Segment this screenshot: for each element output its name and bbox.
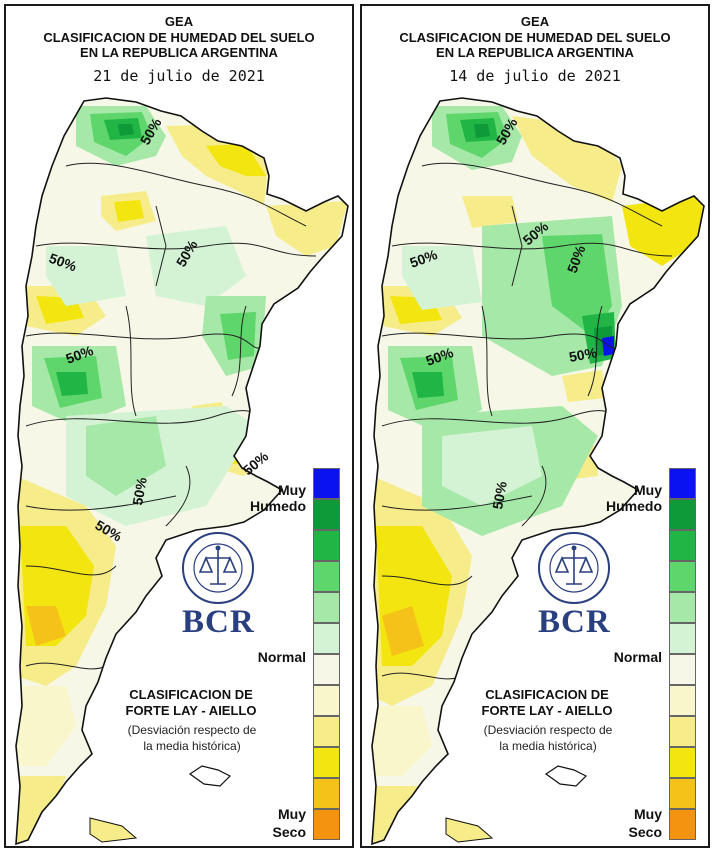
legend-color-scale [313,468,340,840]
legend-class-4 [669,592,696,623]
bcr-logo-text: BCR [538,604,611,640]
legend-class-6 [669,654,696,685]
argentina-soil-moisture-map: 50% 50% 50% 50% 50% 50% 50% [15,97,349,846]
map-panel-left: GEA CLASIFICACION DE HUMEDAD DEL SUELO E… [4,4,354,848]
map-date: 14 de julio de 2021 [449,67,621,85]
description-2: la media histórica) [499,739,597,753]
header-title: CLASIFICACION DE HUMEDAD DEL SUELO [43,30,315,45]
map-panel-right: GEA CLASIFICACION DE HUMEDAD DEL SUELO E… [360,4,710,848]
header-gea: GEA [520,14,550,29]
legend-class-9 [669,747,696,778]
classification-title-1: CLASIFICACION DE [129,687,253,702]
description-1: (Desviación respecto de [483,723,613,737]
bcr-seal-logo [538,532,610,604]
header-title: CLASIFICACION DE HUMEDAD DEL SUELO [399,30,671,45]
legend-class-1 [313,499,340,530]
classification-title-2: FORTE LAY - AIELLO [125,703,257,718]
legend-class-5 [313,623,340,654]
argentina-soil-moisture-map: 50% 50% 50% 50% 50% 50% 50% [371,97,705,846]
header-gea: GEA [164,14,194,29]
description-1: (Desviación respecto de [127,723,257,737]
legend-class-11 [313,809,340,840]
header-subtitle: EN LA REPUBLICA ARGENTINA [436,45,634,60]
legend-class-7 [669,685,696,716]
legend-class-8 [669,716,696,747]
legend-class-6 [313,654,340,685]
legend-class-10 [669,778,696,809]
bcr-logo-text: BCR [182,604,255,640]
legend-class-5 [669,623,696,654]
legend-label-muy-humedo-2: Humedo [250,498,306,514]
legend-label-muy-seco-1: Muy [634,806,662,822]
legend-label-muy-seco-1: Muy [278,806,306,822]
legend-label-muy-seco-2: Seco [272,824,306,840]
legend-class-4 [313,592,340,623]
classification-title-2: FORTE LAY - AIELLO [481,703,613,718]
legend-class-0 [669,468,696,499]
contour-label: 50% [568,344,599,365]
header-subtitle: EN LA REPUBLICA ARGENTINA [80,45,278,60]
description-2: la media histórica) [143,739,241,753]
legend-label-normal: Normal [613,649,662,665]
legend-label-muy-seco-2: Seco [628,824,662,840]
legend-class-3 [669,561,696,592]
legend-label-muy-humedo-2: Humedo [606,498,662,514]
legend-class-1 [669,499,696,530]
bcr-seal-logo [182,532,254,604]
legend-label-muy-humedo-1: Muy [278,482,306,498]
legend-class-0 [313,468,340,499]
legend-class-8 [313,716,340,747]
legend-class-11 [669,809,696,840]
legend-label-normal: Normal [257,649,306,665]
legend-class-7 [313,685,340,716]
legend-class-2 [313,530,340,561]
legend-class-9 [313,747,340,778]
contour-label: 50% [129,476,150,507]
legend-color-scale [669,468,696,840]
classification-title-1: CLASIFICACION DE [485,687,609,702]
legend-class-2 [669,530,696,561]
legend-label-muy-humedo-1: Muy [634,482,662,498]
map-date: 21 de julio de 2021 [93,67,265,85]
legend-class-10 [313,778,340,809]
legend-class-3 [313,561,340,592]
contour-label: 50% [489,480,510,511]
